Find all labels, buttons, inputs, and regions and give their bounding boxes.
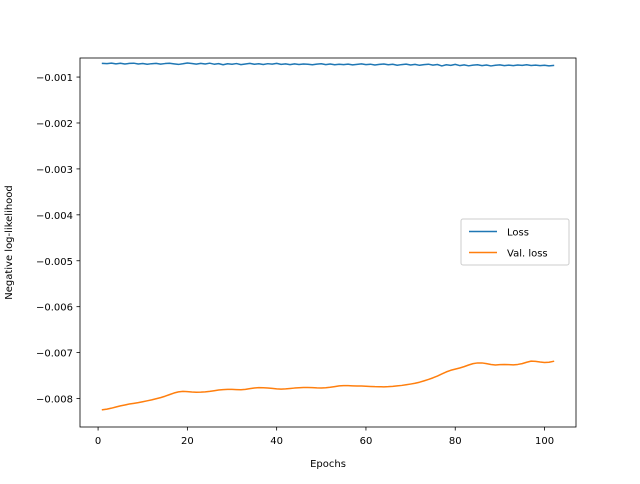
legend-label-val-loss: Val. loss xyxy=(507,249,548,260)
y-tick-label: −0.001 xyxy=(36,73,73,84)
y-tick-label: −0.002 xyxy=(36,119,73,130)
y-tick-label: −0.003 xyxy=(36,165,73,176)
x-tick-label: 40 xyxy=(270,436,283,447)
x-tick-label: 0 xyxy=(95,436,101,447)
y-tick-label: −0.006 xyxy=(36,303,73,314)
x-tick-label: 100 xyxy=(535,436,554,447)
y-axis-label: Negative log-likelihood xyxy=(4,185,15,300)
y-tick-label: −0.008 xyxy=(36,395,73,406)
legend-label-loss: Loss xyxy=(507,228,529,239)
x-tick-label: 20 xyxy=(181,436,194,447)
legend: Loss Val. loss xyxy=(461,219,569,265)
y-tick-label: −0.007 xyxy=(36,349,73,360)
x-axis-label: Epochs xyxy=(310,459,346,470)
x-tick-label: 80 xyxy=(449,436,462,447)
x-tick-label: 60 xyxy=(360,436,373,447)
y-tick-label: −0.005 xyxy=(36,257,73,268)
y-tick-label: −0.004 xyxy=(36,211,73,222)
